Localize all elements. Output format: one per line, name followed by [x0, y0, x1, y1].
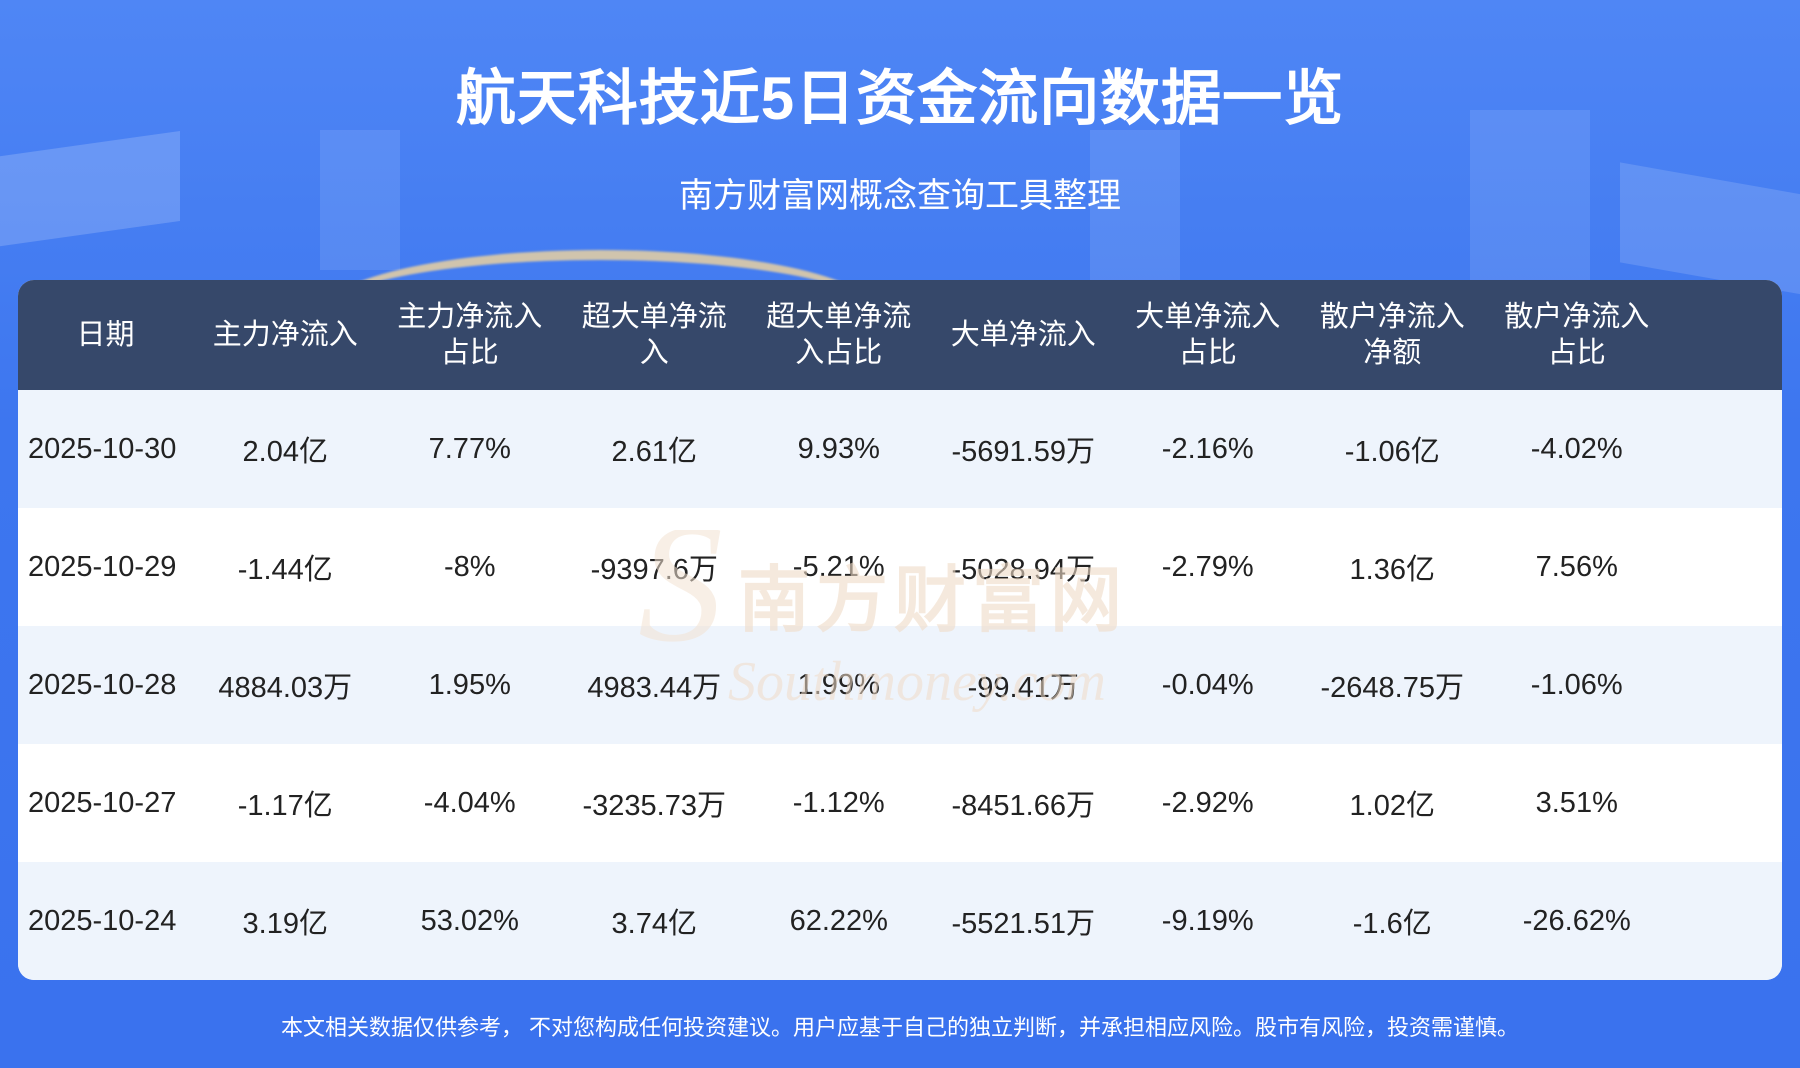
table-cell: -1.6亿: [1352, 908, 1432, 940]
table-cell: -1.12%: [792, 786, 885, 819]
table-cell: -5521.51万: [951, 908, 1096, 940]
column-header-retail-net-inflow: 散户净流入 净额: [1319, 301, 1465, 369]
table-cell: -1.44亿: [237, 554, 333, 586]
table-cell: -0.04%: [1161, 668, 1254, 701]
table-row: 2025-10-28 4884.03万 1.95% 4983.44万 1.99%…: [18, 626, 1782, 744]
table-cell: 2025-10-30: [28, 432, 177, 465]
table-row: 2025-10-27 -1.17亿 -4.04% -3235.73万 -1.12…: [18, 744, 1782, 862]
table-cell: 2025-10-29: [28, 550, 177, 583]
table-cell: 2025-10-27: [28, 786, 177, 819]
table-cell: 1.99%: [797, 668, 880, 701]
table-cell: -8%: [443, 550, 496, 583]
table-cell: 7.77%: [428, 432, 511, 465]
table-cell: 62.22%: [789, 904, 888, 937]
table-cell: 1.02亿: [1349, 790, 1435, 822]
table-cell: -5691.59万: [951, 436, 1096, 468]
column-header-retail-net-inflow-ratio: 散户净流入 占比: [1504, 301, 1650, 369]
column-header-large-net-inflow-ratio: 大单净流入 占比: [1135, 301, 1281, 369]
table-cell: -1.06亿: [1344, 436, 1440, 468]
table-cell: -5.21%: [792, 550, 885, 583]
data-table-card: 日期 主力净流入 主力净流入 占比 超大单净流入 超大单净流 入占比 大单净流入 大…: [18, 280, 1782, 980]
table-cell: 1.36亿: [1349, 554, 1435, 586]
table-cell: 3.19亿: [242, 908, 328, 940]
table-row: 2025-10-29 -1.44亿 -8% -9397.6万 -5.21% -5…: [18, 508, 1782, 626]
table-row: 2025-10-24 3.19亿 53.02% 3.74亿 62.22% -55…: [18, 862, 1782, 980]
table-cell: -2.79%: [1161, 550, 1254, 583]
table-cell: -1.06%: [1530, 668, 1623, 701]
table-cell: 4884.03万: [218, 672, 353, 704]
table-cell: -2648.75万: [1320, 672, 1465, 704]
table-cell: -3235.73万: [582, 790, 727, 822]
table-cell: 1.95%: [428, 668, 511, 701]
column-header-super-large-net-inflow: 超大单净流入: [581, 301, 727, 369]
table-header-row: 日期 主力净流入 主力净流入 占比 超大单净流入 超大单净流 入占比 大单净流入 大…: [18, 280, 1782, 390]
table-cell: -99.41万: [967, 672, 1079, 704]
table-cell: 3.51%: [1535, 786, 1618, 819]
disclaimer-text: 本文相关数据仅供参考， 不对您构成任何投资建议。用户应基于自己的独立判断，并承担…: [280, 1015, 1520, 1040]
table-cell: 4983.44万: [587, 672, 722, 704]
table-cell: 3.74亿: [611, 908, 697, 940]
page-title: 航天科技近5日资金流向数据一览: [455, 65, 1345, 132]
table-cell: -2.16%: [1161, 432, 1254, 465]
page-subtitle: 南方财富网概念查询工具整理: [679, 177, 1121, 215]
table-cell: -1.17亿: [237, 790, 333, 822]
table-cell: 2025-10-24: [28, 904, 177, 937]
table-cell: 2025-10-28: [28, 668, 177, 701]
table-cell: 53.02%: [420, 904, 519, 937]
table-cell: -8451.66万: [951, 790, 1096, 822]
table-cell: 2.04亿: [242, 436, 328, 468]
table-cell: -9397.6万: [590, 554, 718, 586]
table-row: 2025-10-30 2.04亿 7.77% 2.61亿 9.93% -5691…: [18, 390, 1782, 508]
table-cell: -26.62%: [1522, 904, 1631, 937]
table-cell: -4.04%: [423, 786, 516, 819]
table-cell: 7.56%: [1535, 550, 1618, 583]
column-header-main-net-inflow-ratio: 主力净流入 占比: [397, 301, 543, 369]
table-cell: -5028.94万: [951, 554, 1096, 586]
table-cell: 2.61亿: [611, 436, 697, 468]
table-body: 2025-10-30 2.04亿 7.77% 2.61亿 9.93% -5691…: [18, 390, 1782, 980]
column-header-date: 日期: [76, 319, 135, 351]
table-cell: 9.93%: [797, 432, 880, 465]
column-header-main-net-inflow: 主力净流入: [212, 319, 358, 351]
table-cell: -2.92%: [1161, 786, 1254, 819]
table-cell: -9.19%: [1161, 904, 1254, 937]
column-header-large-net-inflow: 大单净流入: [950, 319, 1096, 351]
column-header-super-large-net-inflow-ratio: 超大单净流 入占比: [766, 301, 912, 369]
table-cell: -4.02%: [1530, 432, 1623, 465]
